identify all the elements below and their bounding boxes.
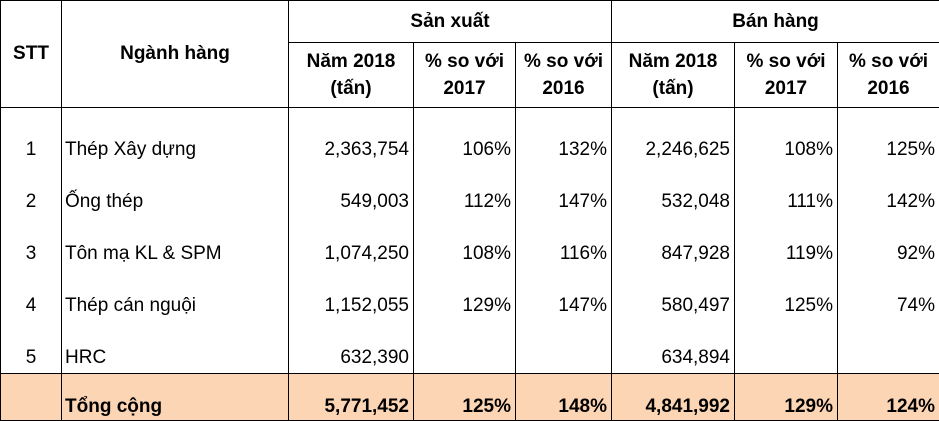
header-line: % so với [425, 51, 504, 72]
row-sales-vs2017: 125% [735, 269, 838, 321]
row-stt: 3 [1, 217, 62, 269]
sales-2018-header: Năm 2018 (tấn) [612, 43, 735, 108]
row-category: Thép cán nguội [62, 269, 289, 321]
header-line: 2017 [765, 78, 807, 99]
row-sales-vs2016: 142% [838, 165, 939, 217]
header-line: Năm 2018 [307, 51, 396, 72]
header-line: (tấn) [330, 78, 371, 99]
row-production-vs2017: 112% [414, 165, 516, 217]
sales-vs2017-header: % so với 2017 [735, 43, 838, 108]
total-production-2018: 5,771,452 [289, 374, 414, 421]
total-sales-2018: 4,841,992 [612, 374, 735, 421]
row-sales-2018: 580,497 [612, 269, 735, 321]
row-category: Thép Xây dựng [62, 108, 289, 166]
stt-header: STT [1, 1, 62, 108]
header-line: % so với [524, 51, 603, 72]
category-header: Ngành hàng [62, 1, 289, 108]
row-sales-vs2017: 108% [735, 108, 838, 166]
row-production-2018: 632,390 [289, 321, 414, 374]
table-row: 1 Thép Xây dựng 2,363,754 106% 132% 2,24… [1, 108, 939, 166]
total-stt [1, 374, 62, 421]
total-production-vs2016: 148% [516, 374, 612, 421]
row-stt: 5 [1, 321, 62, 374]
row-production-2018: 1,074,250 [289, 217, 414, 269]
header-line: 2016 [867, 78, 909, 99]
row-production-vs2017: 108% [414, 217, 516, 269]
row-production-2018: 1,152,055 [289, 269, 414, 321]
row-production-vs2017 [414, 321, 516, 374]
row-sales-2018: 634,894 [612, 321, 735, 374]
table-row: 5 HRC 632,390 634,894 [1, 321, 939, 374]
table-row: 3 Tôn mạ KL & SPM 1,074,250 108% 116% 84… [1, 217, 939, 269]
row-stt: 4 [1, 269, 62, 321]
row-production-2018: 549,003 [289, 165, 414, 217]
production-header: Sản xuất [289, 1, 612, 43]
row-sales-vs2016 [838, 321, 939, 374]
total-sales-vs2016: 124% [838, 374, 939, 421]
row-sales-2018: 847,928 [612, 217, 735, 269]
header-line: (tấn) [652, 78, 693, 99]
row-production-vs2017: 106% [414, 108, 516, 166]
row-production-vs2016: 147% [516, 269, 612, 321]
total-row: Tổng cộng 5,771,452 125% 148% 4,841,992 … [1, 374, 939, 421]
row-category: HRC [62, 321, 289, 374]
table-row: 4 Thép cán nguội 1,152,055 129% 147% 580… [1, 269, 939, 321]
production-2018-header: Năm 2018 (tấn) [289, 43, 414, 108]
table-row: 2 Ống thép 549,003 112% 147% 532,048 111… [1, 165, 939, 217]
total-sales-vs2017: 129% [735, 374, 838, 421]
row-sales-vs2017 [735, 321, 838, 374]
row-production-vs2016: 132% [516, 108, 612, 166]
header-line: % so với [747, 51, 826, 72]
row-sales-vs2017: 119% [735, 217, 838, 269]
row-sales-vs2017: 111% [735, 165, 838, 217]
header-line: % so với [849, 51, 928, 72]
row-stt: 1 [1, 108, 62, 166]
row-category: Ống thép [62, 165, 289, 217]
row-sales-2018: 532,048 [612, 165, 735, 217]
row-production-2018: 2,363,754 [289, 108, 414, 166]
row-sales-vs2016: 125% [838, 108, 939, 166]
total-label: Tổng cộng [62, 374, 289, 421]
row-production-vs2017: 129% [414, 269, 516, 321]
header-line: Năm 2018 [629, 51, 718, 72]
row-production-vs2016: 147% [516, 165, 612, 217]
row-sales-vs2016: 74% [838, 269, 939, 321]
row-production-vs2016: 116% [516, 217, 612, 269]
row-production-vs2016 [516, 321, 612, 374]
sales-header: Bán hàng [612, 1, 939, 43]
row-category: Tôn mạ KL & SPM [62, 217, 289, 269]
sales-vs2016-header: % so với 2016 [838, 43, 939, 108]
production-vs2017-header: % so với 2017 [414, 43, 516, 108]
total-production-vs2017: 125% [414, 374, 516, 421]
header-line: 2017 [443, 78, 485, 99]
row-stt: 2 [1, 165, 62, 217]
row-sales-vs2016: 92% [838, 217, 939, 269]
header-line: 2016 [542, 78, 584, 99]
row-sales-2018: 2,246,625 [612, 108, 735, 166]
production-vs2016-header: % so với 2016 [516, 43, 612, 108]
